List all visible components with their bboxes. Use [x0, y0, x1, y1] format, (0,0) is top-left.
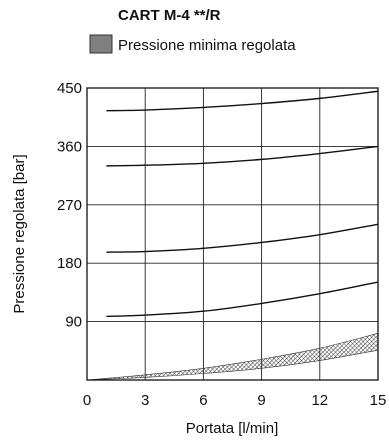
series-lines [106, 90, 379, 318]
y-tick-label: 270 [57, 197, 82, 214]
legend-swatch [89, 34, 113, 54]
x-axis-label: Portata [l/min] [186, 420, 279, 437]
plot-frame [86, 87, 379, 381]
x-tick-label: 9 [257, 392, 265, 409]
y-tick-label: 180 [57, 255, 82, 272]
x-tick-label: 3 [141, 392, 149, 409]
x-tick-label: 12 [311, 392, 328, 409]
y-axis-label: Pressione regolata [bar] [11, 154, 28, 313]
band-crosshatch [87, 333, 378, 380]
series-line-2 [106, 145, 379, 167]
chart-title: CART M-4 **/R [118, 7, 221, 24]
x-tick-label: 15 [370, 392, 387, 409]
y-tick-label: 90 [65, 314, 82, 331]
tick-labels: 0 3 6 9 12 15 90 180 270 360 450 [57, 80, 386, 409]
series-line-1 [106, 90, 379, 112]
y-tick-label: 450 [57, 80, 82, 97]
min-pressure-band [86, 332, 379, 381]
series-line-4 [106, 281, 379, 318]
legend-label: Pressione minima regolata [118, 37, 296, 54]
grid [87, 88, 378, 380]
y-tick-label: 360 [57, 138, 82, 155]
x-tick-label: 6 [199, 392, 207, 409]
series-line-3 [106, 223, 379, 253]
x-tick-label: 0 [83, 392, 91, 409]
